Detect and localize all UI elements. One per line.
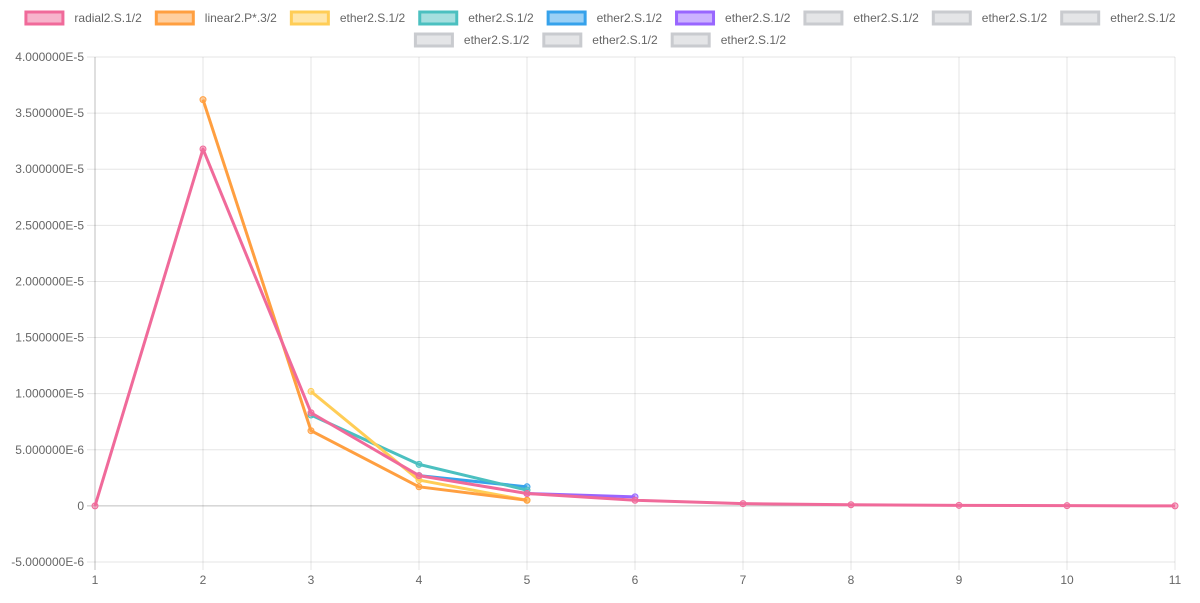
data-point[interactable] <box>1171 502 1179 510</box>
legend: radial2.S.1/2 linear2.P*.3/2 ether2.S.1/2 e… <box>24 10 1176 48</box>
data-point[interactable] <box>415 472 423 480</box>
legend-label: ether2.S.1/2 <box>1110 11 1176 25</box>
data-point[interactable] <box>1063 502 1071 510</box>
legend-item[interactable]: ether2.S.1/2 <box>1060 10 1176 26</box>
legend-swatch <box>542 32 583 48</box>
legend-item[interactable]: ether2.S.1/2 <box>931 10 1048 26</box>
legend-item[interactable]: ether2.S.1/2 <box>803 10 919 26</box>
legend-label: linear2.P*.3/2 <box>205 11 277 25</box>
y-tick-label: 5.000000E-6 <box>15 443 84 457</box>
x-tick-label: 2 <box>200 573 207 587</box>
legend-item[interactable]: ether2.S.1/2 <box>289 10 406 26</box>
data-point[interactable] <box>91 502 99 510</box>
legend-label: ether2.S.1/2 <box>982 11 1048 25</box>
x-tick-label: 4 <box>416 573 423 587</box>
legend-label: ether2.S.1/2 <box>468 11 534 25</box>
axes: 4.000000E-5 3.500000E-5 3.000000E-5 2.50000… <box>11 50 1181 587</box>
y-tick-label: 3.000000E-5 <box>15 162 84 176</box>
data-point[interactable] <box>847 501 855 509</box>
y-tick-label: -5.000000E-6 <box>11 555 84 569</box>
series-11 <box>91 145 1179 510</box>
y-tick-label: 2.500000E-5 <box>15 218 84 232</box>
y-tick-label: 4.000000E-5 <box>15 50 84 64</box>
legend-item[interactable]: radial2.S.1/2 <box>24 10 142 26</box>
legend-swatch <box>418 10 459 26</box>
x-tick-label: 6 <box>632 573 639 587</box>
y-tick-label: 2.000000E-5 <box>15 274 84 288</box>
legend-item[interactable]: ether2.S.1/2 <box>542 32 658 48</box>
legend-swatch <box>24 10 65 26</box>
x-tick-label: 11 <box>1169 573 1182 587</box>
y-tick-label: 3.500000E-5 <box>15 106 84 120</box>
legend-swatch <box>670 32 711 48</box>
legend-item[interactable]: ether2.S.1/2 <box>418 10 534 26</box>
series-10 <box>199 96 531 504</box>
data-point[interactable] <box>307 387 315 395</box>
x-tick-label: 9 <box>956 573 963 587</box>
legend-swatch <box>1060 10 1101 26</box>
legend-swatch <box>675 10 716 26</box>
data-point[interactable] <box>523 490 531 498</box>
x-tick-label: 5 <box>524 573 531 587</box>
legend-label: ether2.S.1/2 <box>340 11 406 25</box>
series-line <box>201 99 528 502</box>
data-point[interactable] <box>955 501 963 509</box>
legend-item[interactable]: ether2.S.1/2 <box>670 32 787 48</box>
x-tick-label: 10 <box>1060 573 1074 587</box>
y-tick-label: 0 <box>77 499 84 513</box>
x-tick-label: 1 <box>92 573 99 587</box>
data-point[interactable] <box>415 483 423 491</box>
legend-item[interactable]: ether2.S.1/2 <box>675 10 791 26</box>
legend-swatch <box>931 10 972 26</box>
data-point[interactable] <box>199 145 207 153</box>
data-point[interactable] <box>307 427 315 435</box>
legend-swatch <box>803 10 844 26</box>
legend-item[interactable]: ether2.S.1/2 <box>413 32 530 48</box>
data-point[interactable] <box>415 460 423 468</box>
data-point[interactable] <box>631 496 639 504</box>
legend-swatch <box>289 10 330 26</box>
x-tick-label: 7 <box>740 573 747 587</box>
y-tick-label: 1.500000E-5 <box>15 331 84 345</box>
legend-swatch <box>413 32 454 48</box>
x-tick-label: 3 <box>308 573 315 587</box>
x-tick-label: 8 <box>848 573 855 587</box>
legend-label: ether2.S.1/2 <box>725 11 791 25</box>
data-point[interactable] <box>523 496 531 504</box>
legend-item[interactable]: linear2.P*.3/2 <box>154 10 277 26</box>
legend-swatch <box>546 10 587 26</box>
legend-label: ether2.S.1/2 <box>721 33 787 47</box>
legend-label: ether2.S.1/2 <box>464 33 530 47</box>
data-point[interactable] <box>199 96 207 104</box>
legend-label: ether2.S.1/2 <box>853 11 919 25</box>
legend-label: radial2.S.1/2 <box>74 11 142 25</box>
data-point[interactable] <box>739 500 747 508</box>
legend-item[interactable]: ether2.S.1/2 <box>546 10 663 26</box>
legend-swatch <box>154 10 195 26</box>
legend-label: ether2.S.1/2 <box>597 11 663 25</box>
data-point[interactable] <box>307 409 315 417</box>
series-lines <box>91 96 1179 510</box>
legend-label: ether2.S.1/2 <box>592 33 658 47</box>
grid <box>87 56 1176 570</box>
y-tick-label: 1.000000E-5 <box>15 387 84 401</box>
